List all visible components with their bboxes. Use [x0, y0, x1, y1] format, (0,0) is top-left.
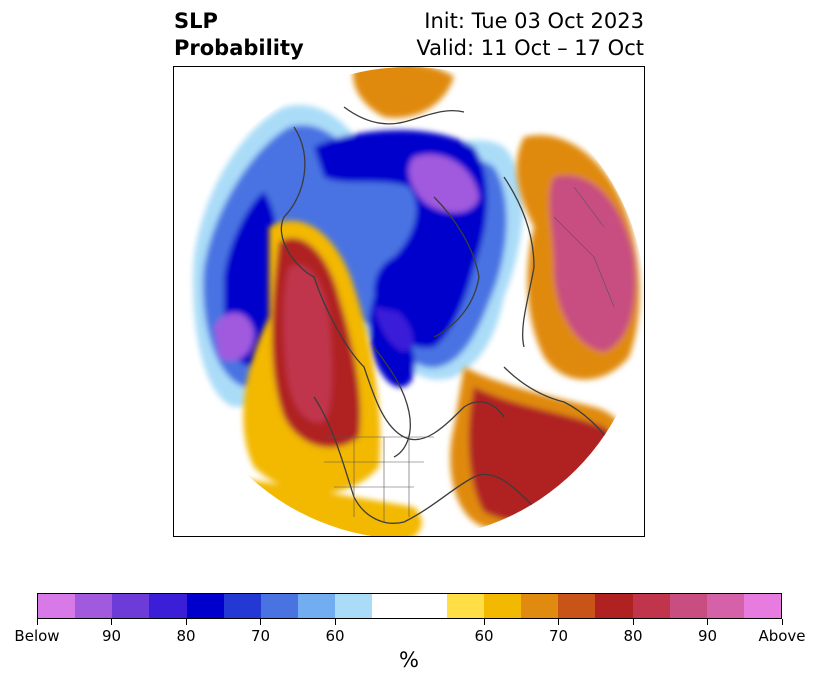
colorbar-tick-label: Above [758, 627, 806, 645]
title-left: SLP Probability [174, 8, 304, 62]
colorbar-cell [112, 594, 150, 618]
polar-map [174, 67, 644, 536]
colorbar-tick [632, 619, 634, 625]
colorbar-cell [335, 594, 373, 618]
colorbar-tick-label: 60 [325, 627, 345, 645]
colorbar-cell [75, 594, 113, 618]
colorbar [37, 593, 782, 619]
colorbar-cell [595, 594, 633, 618]
colorbar-cell [558, 594, 596, 618]
colorbar-tick-label: 70 [548, 627, 569, 645]
map-panel[interactable] [173, 66, 645, 537]
colorbar-tick [260, 619, 261, 625]
title-right: Init: Tue 03 Oct 2023 Valid: 11 Oct – 17… [416, 8, 644, 62]
colorbar-tick-label: 90 [101, 627, 122, 645]
colorbar-cell [149, 594, 187, 618]
colorbar-tick-label: 90 [697, 627, 718, 645]
colorbar-cell [743, 594, 782, 618]
colorbar-tick [36, 619, 38, 625]
colorbar-cell [409, 594, 447, 618]
colorbar-tick-label: 60 [474, 627, 494, 645]
colorbar-tick [185, 619, 187, 625]
colorbar-tick [781, 619, 783, 625]
colorbar-cell [223, 594, 261, 618]
colorbar-tick [707, 619, 708, 625]
colorbar-cell [298, 594, 336, 618]
colorbar-tick-label: 70 [250, 627, 271, 645]
colorbar-cell [260, 594, 299, 618]
colorbar-tick [483, 619, 485, 625]
colorbar-cell [521, 594, 559, 618]
colorbar-tick [111, 619, 112, 625]
init-date: Init: Tue 03 Oct 2023 [424, 9, 644, 33]
colorbar-cell [38, 594, 76, 618]
colorbar-cell [669, 594, 707, 618]
probability-field [174, 67, 644, 536]
colorbar-cell [483, 594, 522, 618]
colorbar-cell [446, 594, 484, 618]
colorbar-cell [372, 594, 410, 618]
colorbar-tick-label: 80 [176, 627, 196, 645]
colorbar-tick [334, 619, 336, 625]
colorbar-cell [632, 594, 670, 618]
colorbar-units: % [399, 648, 419, 672]
colorbar-tick [558, 619, 559, 625]
title-type: Probability [174, 36, 304, 60]
colorbar-tick-label: 80 [623, 627, 643, 645]
colorbar-cell [186, 594, 224, 618]
title-variable: SLP [174, 9, 218, 33]
colorbar-cell [706, 594, 744, 618]
colorbar-tick-label: Below [14, 627, 60, 645]
valid-range: Valid: 11 Oct – 17 Oct [416, 36, 644, 60]
